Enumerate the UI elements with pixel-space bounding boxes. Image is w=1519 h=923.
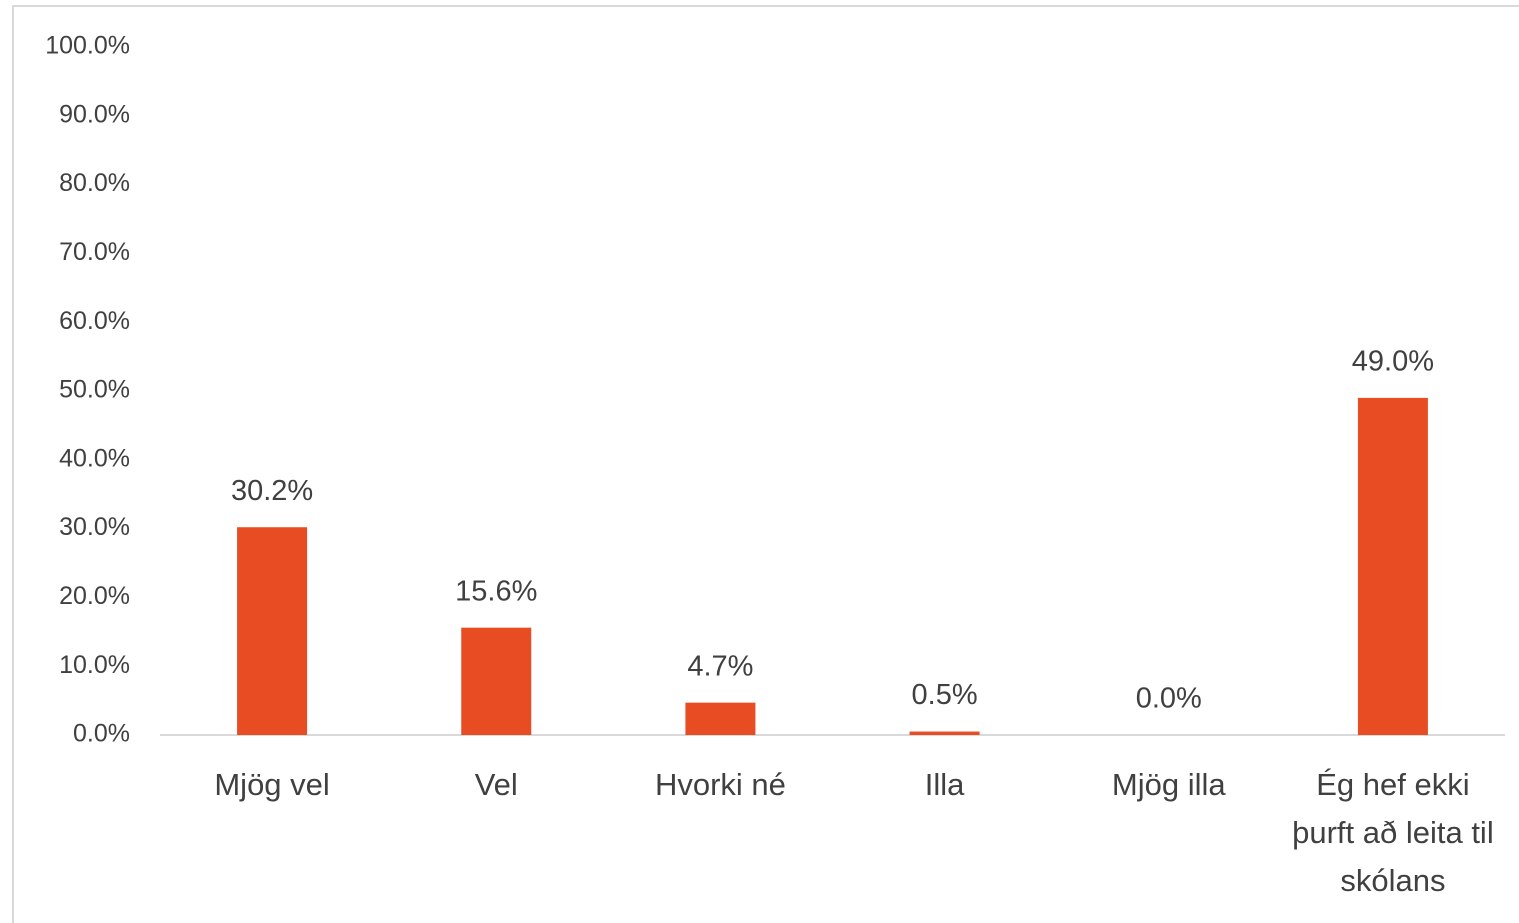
data-label: 4.7% (687, 650, 753, 682)
data-label: 0.0% (1136, 683, 1202, 715)
data-label: 30.2% (231, 475, 313, 507)
x-tick-label: Hvorki né (654, 767, 786, 802)
y-tick-label: 40.0% (59, 444, 130, 472)
y-tick-label: 10.0% (59, 651, 130, 679)
bar (909, 731, 980, 735)
y-tick-label: 100.0% (45, 32, 130, 60)
y-tick-label: 70.0% (59, 238, 130, 266)
x-tick-label: Mjög vel (214, 767, 330, 802)
x-tick-label: Ég hef ekki þurft að leita til skólans (1292, 767, 1494, 898)
x-tick-label: Vel (474, 767, 518, 802)
bar (685, 702, 756, 735)
x-tick-label: Mjög illa (1111, 767, 1226, 802)
x-tick-label: Illa (924, 767, 965, 802)
y-tick-label: 0.0% (73, 720, 130, 748)
y-tick-label: 50.0% (59, 376, 130, 404)
y-tick-label: 30.0% (59, 513, 130, 541)
y-tick-label: 90.0% (59, 100, 130, 128)
chart-border (12, 5, 1519, 923)
bar (237, 527, 308, 735)
data-label: 49.0% (1352, 346, 1434, 378)
data-label: 0.5% (912, 679, 978, 711)
y-tick-label: 60.0% (59, 307, 130, 335)
data-label: 15.6% (455, 575, 537, 607)
y-tick-label: 20.0% (59, 582, 130, 610)
bar (1357, 397, 1428, 735)
bar (461, 627, 532, 735)
y-tick-label: 80.0% (59, 169, 130, 197)
